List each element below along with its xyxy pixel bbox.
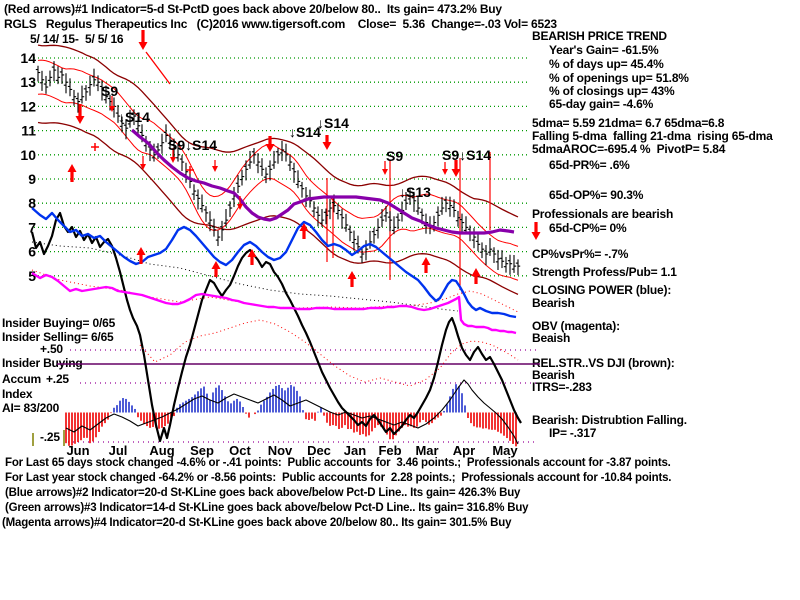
- panel-obv-state: Beaish: [532, 331, 571, 345]
- ai-ratio: AI= 83/200: [2, 401, 60, 415]
- panel-days-up: % of days up= 45.4%: [549, 57, 664, 71]
- index-label: Index: [2, 387, 33, 401]
- purple-ma-line: [130, 128, 515, 235]
- signal-label: ↓S14: [118, 109, 150, 125]
- svg-text:7: 7: [28, 219, 36, 235]
- svg-text:Aug: Aug: [149, 443, 174, 458]
- svg-text:Oct: Oct: [229, 443, 251, 458]
- month-axis-labels: Jun Jul Aug Sep Oct Nov Dec Jan Feb Mar Apr May: [66, 443, 518, 458]
- panel-65d-op: 65d-OP%= 90.3%: [549, 188, 644, 202]
- signal-label: S9↓S14: [442, 147, 491, 163]
- panel-itrs: ITRS=-.283: [532, 380, 592, 394]
- closing-power-line: [31, 207, 517, 319]
- header-indicator-line: (Red arrows)#1 Indicator=5-d St-PctD goe…: [4, 2, 502, 16]
- price-axis-labels: 14 13 12 11 10 9 8 7 6 5: [20, 50, 36, 284]
- panel-obv-title: OBV (magenta):: [532, 319, 620, 333]
- svg-text:5: 5: [28, 268, 36, 284]
- scale-minus-25: -.25: [40, 430, 60, 444]
- date-range: 5/ 14/ 15- 5/ 5/ 16: [30, 32, 124, 46]
- panel-closings-up: % of closings up= 43%: [549, 84, 675, 98]
- insider-selling-count: Insider Selling= 6/65: [2, 330, 114, 344]
- panel-relstr-state: Bearish: [532, 368, 575, 382]
- black-dotted-line: [31, 241, 459, 312]
- signal-label: ↓S13: [399, 184, 431, 200]
- insider-buying-count: Insider Buying= 0/65: [2, 316, 116, 330]
- reference-lines: [57, 349, 540, 443]
- panel-distribution: Bearish: Distrubtion Falling.: [532, 413, 687, 427]
- black-indicator-line: [30, 211, 522, 443]
- footer-blue-indicator: (Blue arrows)#2 Indicator=20-d St-KLine …: [5, 487, 521, 499]
- olive-ticks: [32, 430, 65, 446]
- signal-label: S9: [101, 83, 118, 99]
- insider-buying-label: Insider Buying: [2, 356, 83, 370]
- svg-text:Mar: Mar: [415, 443, 438, 458]
- signal-label: S9: [386, 148, 403, 164]
- ai-average-line: [65, 379, 519, 445]
- ticker-quote-line: RGLS Regulus Therapeutics Inc (C)2016 ww…: [4, 17, 557, 31]
- svg-text:Sep: Sep: [190, 443, 214, 458]
- footer-green-indicator: (Green arrows)#3 Indicator=14-d St-KLine…: [5, 502, 529, 514]
- svg-text:Jun: Jun: [66, 443, 89, 458]
- panel-cp-vs-pr: CP%vsPr%= -.7%: [532, 247, 629, 261]
- footer-65day-summary: For Last 65 days stock changed -4.6% or …: [5, 457, 671, 469]
- panel-dma-direction: Falling 5-dma falling 21-dma rising 65-d…: [532, 129, 773, 143]
- svg-text:12: 12: [20, 98, 36, 114]
- obv-line: [31, 271, 517, 335]
- signal-label: ↓S14: [317, 115, 349, 131]
- svg-text:14: 14: [20, 50, 36, 66]
- svg-text:8: 8: [28, 195, 36, 211]
- panel-65day-gain: 65-day gain= -4.6%: [549, 97, 654, 111]
- panel-years-gain: Year's Gain= -61.5%: [549, 43, 659, 57]
- panel-relstr-title: REL.STR..VS DJI (brown):: [532, 356, 675, 370]
- panel-strength-ratio: Strength Profess/Pub= 1.1: [532, 265, 677, 279]
- panel-closing-power-title: CLOSING POWER (blue):: [532, 283, 672, 297]
- svg-text:Jan: Jan: [344, 443, 366, 458]
- signal-label: ↓S14: [289, 124, 321, 140]
- scale-plus-50: +.50: [40, 342, 63, 356]
- panel-professionals: Professionals are bearish: [532, 207, 674, 221]
- footer-year-summary: For Last year stock changed -64.2% or -8…: [5, 472, 672, 484]
- svg-text:6: 6: [28, 244, 36, 260]
- svg-text:11: 11: [21, 123, 36, 139]
- panel-65d-pr: 65d-PR%= .6%: [549, 158, 630, 172]
- panel-price-trend-title: BEARISH PRICE TREND: [532, 29, 667, 43]
- panel-closing-power-state: Bearish: [532, 296, 575, 310]
- svg-text:Apr: Apr: [453, 443, 475, 458]
- svg-text:May: May: [492, 443, 518, 458]
- accumulation-histogram: [65, 384, 517, 447]
- panel-aroc-pivot: 5dmaAROC=-695.4 % PivotP= 5.84: [532, 142, 726, 156]
- svg-text:10: 10: [20, 147, 36, 163]
- svg-text:Jul: Jul: [109, 443, 128, 458]
- svg-text:13: 13: [20, 74, 36, 90]
- panel-65d-cp: 65d-CP%= 0%: [549, 221, 627, 235]
- red-band-lines: [37, 59, 519, 281]
- panel-dma-values: 5dma= 5.59 21dma= 6.7 65dma=6.8: [532, 116, 725, 130]
- svg-text:Feb: Feb: [378, 443, 401, 458]
- panel-openings-up: % of openings up= 51.8%: [549, 71, 689, 85]
- footer-magenta-indicator: (Magenta arrows)#4 Indicator=20-d St-KLi…: [2, 517, 512, 529]
- accum-label: Accum: [2, 372, 42, 386]
- scale-plus-25: +.25: [46, 372, 69, 386]
- svg-text:Dec: Dec: [307, 443, 331, 458]
- panel-ip: IP= -.317: [549, 426, 597, 440]
- svg-text:9: 9: [28, 171, 36, 187]
- red-dotted-lower-line: [139, 319, 519, 387]
- svg-text:Nov: Nov: [268, 443, 293, 458]
- signal-label: S9↓S14: [168, 137, 217, 153]
- signal-arrows: [67, 30, 541, 287]
